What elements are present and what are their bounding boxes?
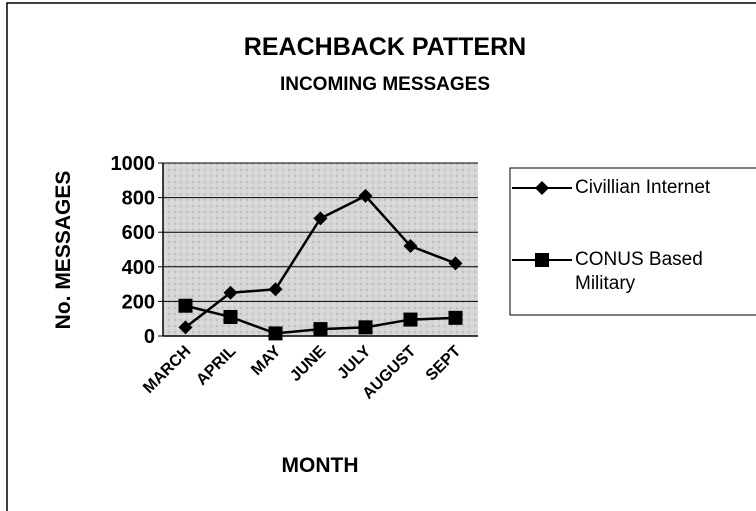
y-tick-label: 400 <box>122 257 155 279</box>
legend-box <box>509 167 756 316</box>
y-tick-label: 1000 <box>111 153 156 175</box>
marker <box>313 211 328 226</box>
legend-label: CONUS Based Military <box>575 249 703 294</box>
y-tick-label: 0 <box>144 326 155 348</box>
y-tick-label: 800 <box>122 188 155 210</box>
legend-label: Civillian Internet <box>575 177 711 198</box>
marker <box>358 188 373 203</box>
marker <box>448 256 463 271</box>
y-tick-label: 200 <box>122 291 155 313</box>
y-tick-label: 600 <box>122 222 155 244</box>
y-axis-label: No. MESSAGES <box>52 171 75 330</box>
chart-subtitle: INCOMING MESSAGES <box>280 74 490 95</box>
marker <box>535 181 549 195</box>
marker <box>223 309 238 324</box>
marker <box>268 326 283 341</box>
marker <box>178 320 193 335</box>
marker <box>313 322 328 337</box>
marker <box>178 298 193 313</box>
marker <box>358 320 373 335</box>
marker <box>403 239 418 254</box>
marker <box>268 282 283 297</box>
marker <box>448 310 463 325</box>
plot-area <box>163 163 478 336</box>
marker <box>535 253 549 267</box>
x-axis-label: MONTH <box>282 454 359 477</box>
marker <box>223 285 238 300</box>
chart-title: REACHBACK PATTERN <box>244 33 526 61</box>
marker <box>403 312 418 327</box>
